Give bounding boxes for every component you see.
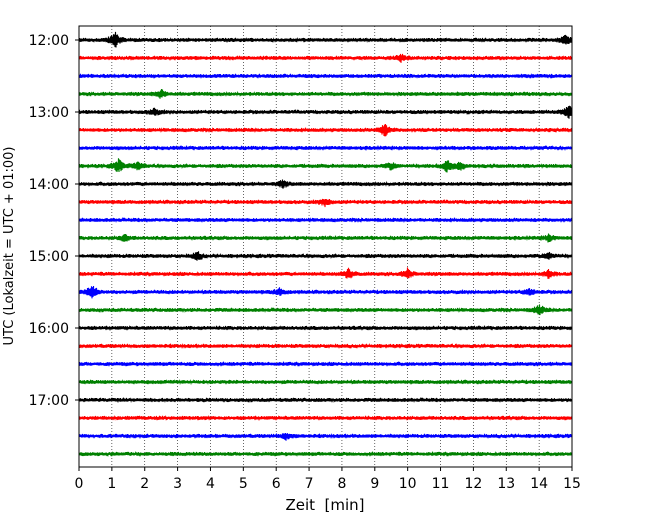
trace-1345 [78,158,573,173]
trace-1230 [78,72,573,80]
trace-1615 [78,342,573,350]
x-axis-ticks: 0 1 2 3 4 5 6 7 8 9 10 11 12 13 14 15 [75,467,581,492]
y-tick-label: 17:00 [29,393,69,409]
trace-1245 [78,88,573,99]
x-tick-label: 14 [530,476,548,492]
trace-1530 [78,285,573,299]
trace-1200 [78,31,573,48]
x-tick-label: 12 [464,476,482,492]
y-axis-ticks: 12:00 13:00 14:00 15:00 16:00 17:00 [29,33,79,409]
trace-1715 [78,414,573,422]
y-tick-label: 16:00 [29,321,69,337]
x-tick-label: 15 [563,476,581,492]
x-tick-label: 13 [497,476,515,492]
x-tick-label: 6 [272,476,281,492]
trace-1545 [78,304,573,316]
trace-1645 [78,378,573,386]
trace-1630 [78,360,573,367]
x-tick-label: 9 [370,476,379,492]
seismic-traces [78,31,573,458]
y-tick-label: 14:00 [29,177,69,193]
x-tick-label: 4 [206,476,215,492]
y-axis-label: UTC (Lokalzeit = UTC + 01:00) [2,147,17,346]
x-tick-label: 0 [75,476,84,492]
trace-1730 [78,432,573,441]
plot-frame [78,25,573,468]
x-tick-label: 11 [432,476,450,492]
trace-1415 [78,198,573,208]
trace-1300 [78,105,573,119]
y-tick-label: 15:00 [29,249,69,265]
x-axis-label: Zeit [min] [285,496,364,514]
x-tick-label: 2 [140,476,149,492]
trace-1400 [78,179,573,189]
x-tick-label: 5 [239,476,248,492]
trace-1600 [78,324,573,332]
y-tick-label: 13:00 [29,105,69,121]
trace-1430 [78,216,573,224]
trace-1445 [78,233,573,243]
trace-1315 [78,124,573,137]
trace-1745 [78,450,573,458]
trace-1700 [78,396,573,404]
x-tick-label: 1 [107,476,116,492]
x-tick-label: 10 [399,476,417,492]
x-tick-label: 8 [337,476,346,492]
x-tick-label: 7 [305,476,314,492]
x-tick-label: 3 [173,476,182,492]
y-tick-label: 12:00 [29,33,69,49]
trace-1330 [78,144,573,152]
trace-1500 [78,251,573,261]
trace-1215 [78,53,573,63]
trace-1515 [78,267,573,279]
